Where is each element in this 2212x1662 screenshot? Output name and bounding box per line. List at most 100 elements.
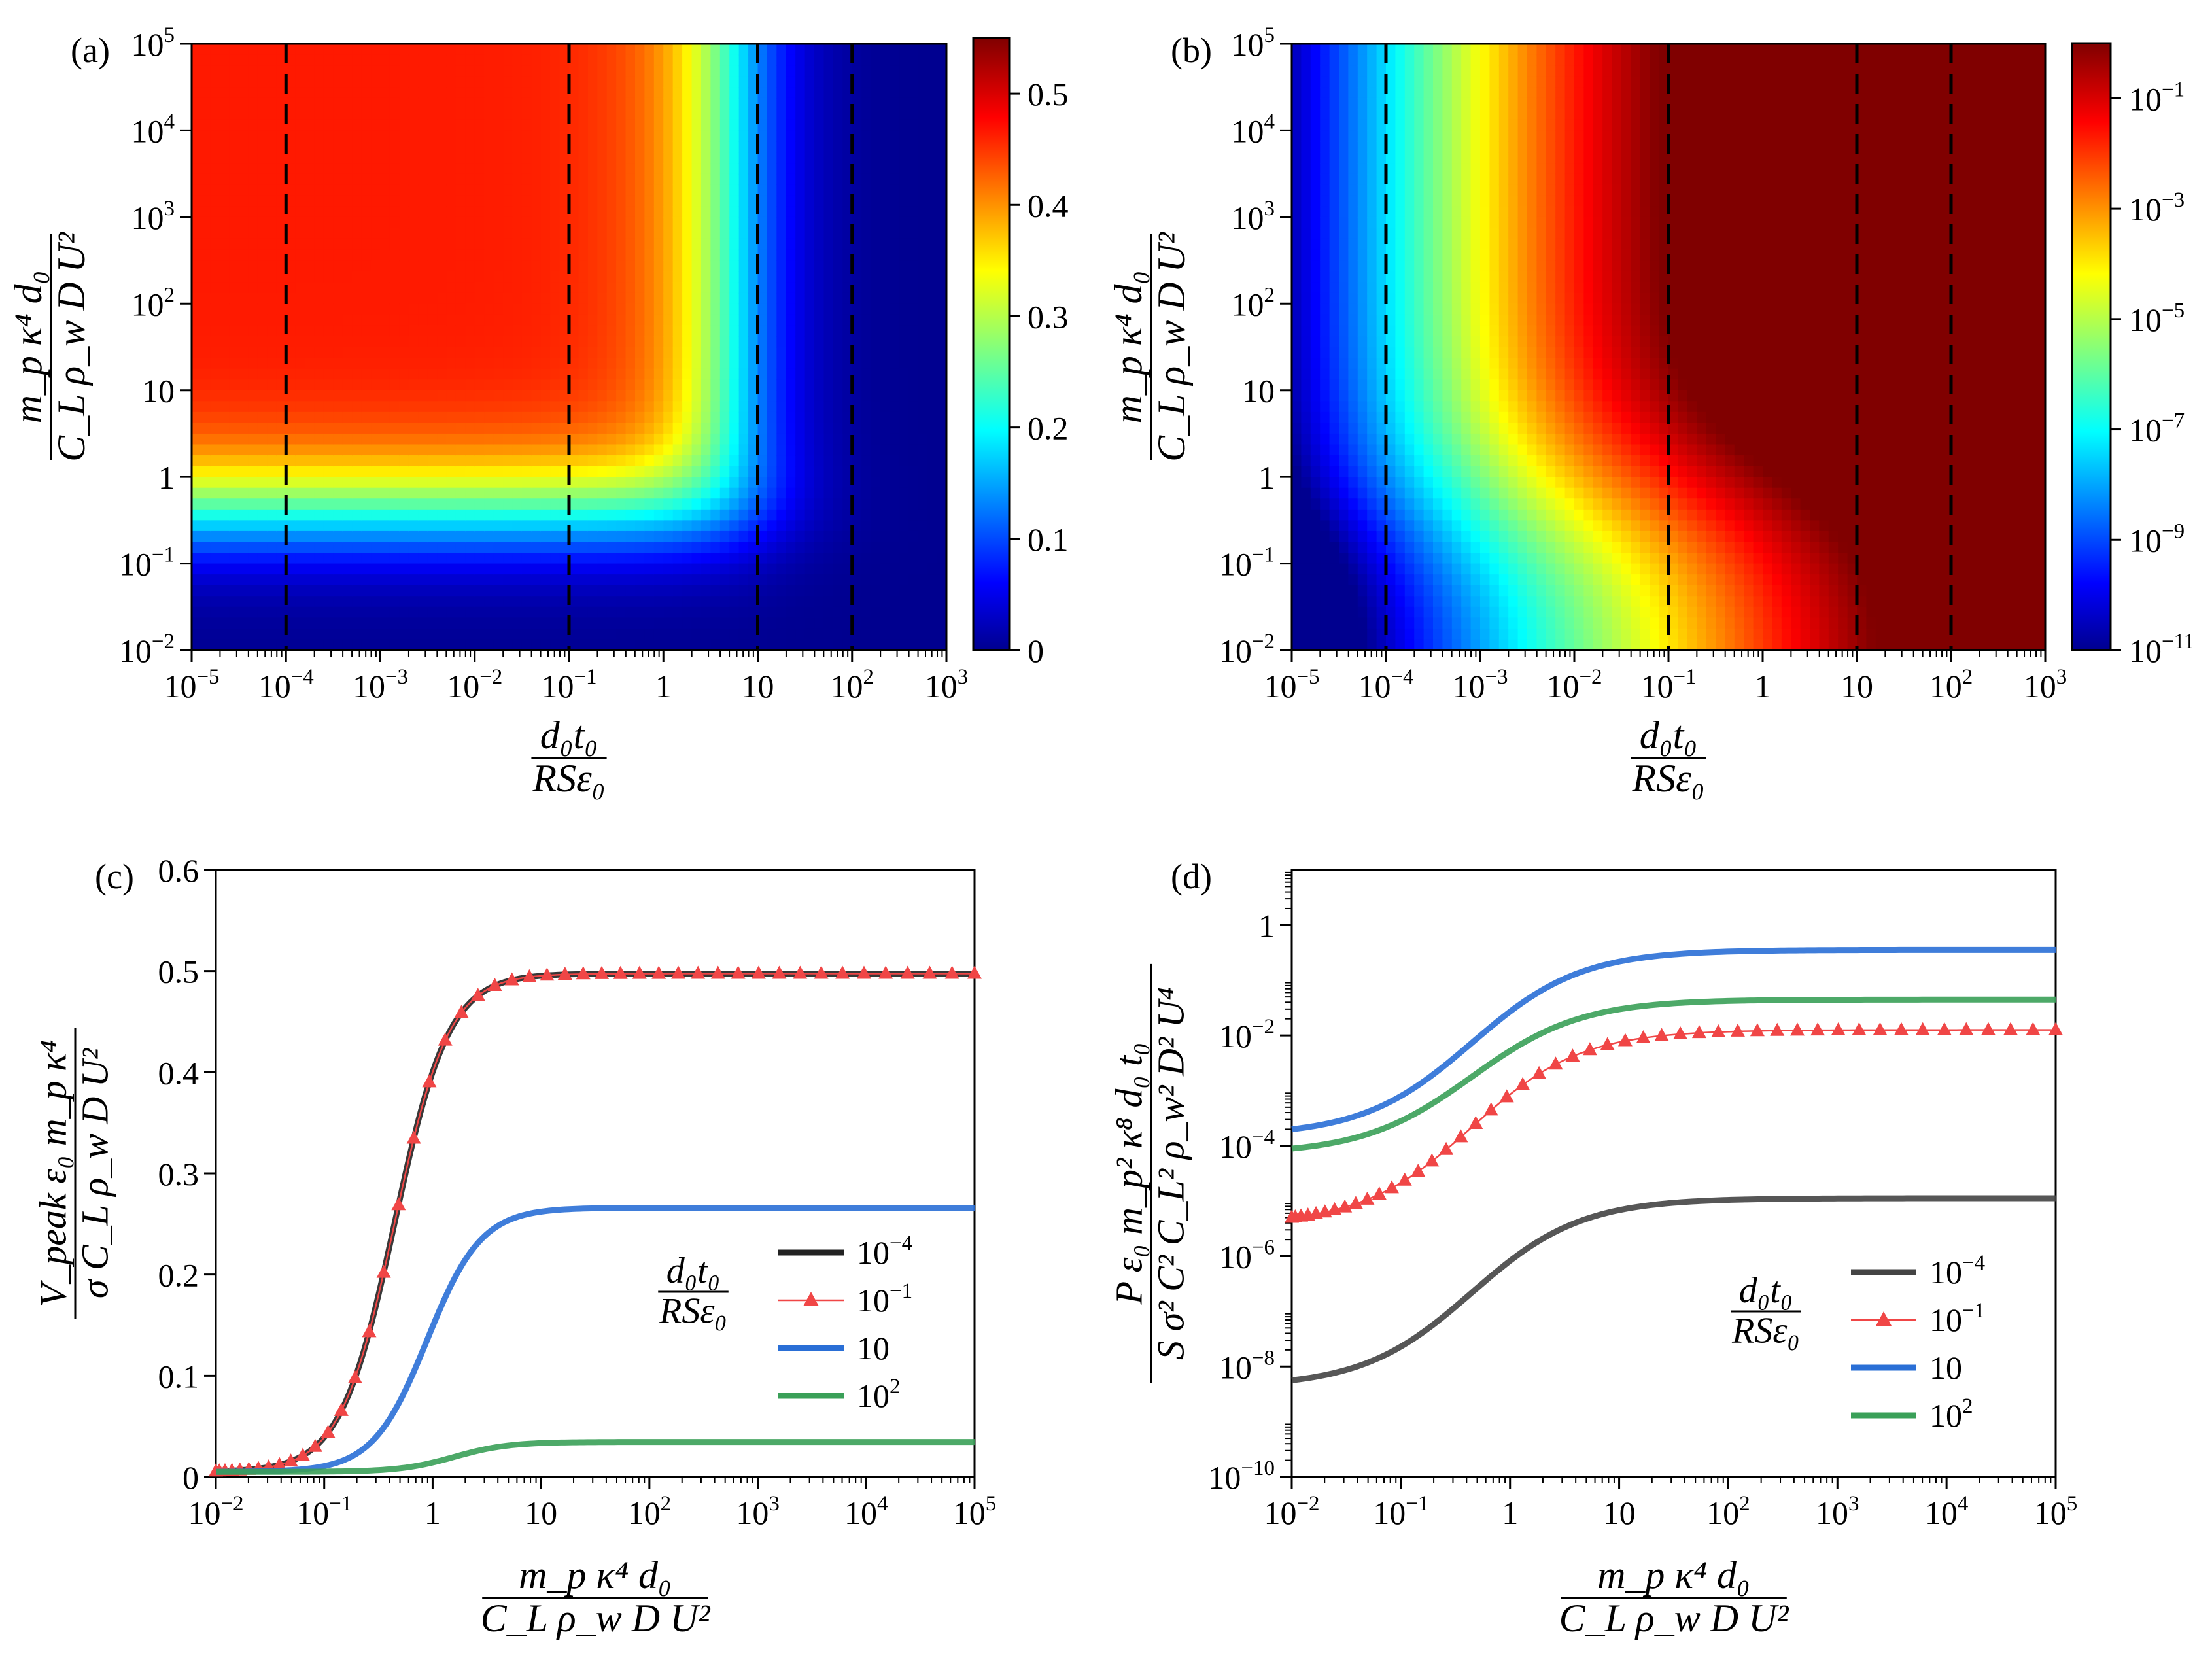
heatmap-cell [653, 498, 665, 510]
heatmap-cell [352, 606, 362, 619]
heatmap-cell [286, 617, 296, 629]
heatmap-cell [437, 411, 447, 424]
heatmap-cell [644, 390, 655, 402]
heatmap-cell [1339, 617, 1349, 629]
heatmap-cell [455, 498, 466, 510]
heatmap-cell [408, 433, 419, 445]
heatmap-cell [738, 444, 750, 457]
heatmap-cell [399, 423, 409, 434]
heatmap-cell [899, 44, 910, 56]
heatmap-cell [1301, 498, 1311, 510]
heatmap-cell [220, 238, 230, 251]
heatmap-cell [248, 553, 258, 564]
heatmap-cell [833, 216, 844, 229]
heatmap-cell [408, 628, 419, 640]
heatmap-cell [795, 455, 806, 467]
heatmap-cell [663, 206, 674, 218]
heatmap-cell [1339, 585, 1349, 597]
heatmap-cell [899, 574, 910, 586]
heatmap-cell [899, 596, 910, 608]
heatmap-cell [1339, 249, 1349, 262]
heatmap-cell [267, 195, 277, 207]
heatmap-cell [634, 553, 646, 564]
heatmap-cell [871, 520, 882, 532]
heatmap-cell [710, 260, 721, 272]
heatmap-cell [937, 130, 947, 142]
heatmap-cell [408, 390, 419, 402]
heatmap-cell [418, 563, 428, 576]
heatmap-cell [1320, 76, 1330, 88]
heatmap-cell [333, 44, 343, 56]
heatmap-cell [625, 292, 636, 305]
heatmap-cell [1320, 358, 1330, 370]
heatmap-cell [700, 173, 712, 186]
heatmap-cell [691, 216, 702, 229]
heatmap-cell [823, 195, 834, 207]
heatmap-cell [700, 44, 712, 56]
heatmap-cell [267, 44, 277, 56]
heatmap-cell [672, 54, 683, 67]
heatmap-cell [578, 65, 589, 77]
heatmap-cell [418, 498, 428, 510]
heatmap-cell [700, 606, 712, 619]
heatmap-cell [578, 455, 589, 467]
heatmap-cell [625, 553, 636, 564]
heatmap-cell [408, 325, 419, 337]
heatmap-cell [578, 173, 589, 186]
heatmap-cell [814, 390, 825, 402]
heatmap-cell [305, 498, 315, 510]
heatmap-cell [484, 628, 494, 640]
heatmap-cell [833, 390, 844, 402]
heatmap-cell [474, 216, 485, 229]
heatmap-cell [672, 173, 683, 186]
heatmap-cell [210, 238, 221, 251]
heatmap-cell [587, 141, 598, 153]
heatmap-cell [427, 455, 438, 467]
heatmap-cell [890, 520, 900, 532]
heatmap-cell [682, 401, 693, 413]
heatmap-cell [937, 477, 947, 489]
heatmap-cell [823, 596, 834, 608]
heatmap-cell [210, 119, 221, 131]
heatmap-cell [276, 173, 287, 186]
heatmap-cell [908, 173, 919, 186]
heatmap-cell [842, 574, 853, 586]
heatmap-cell [512, 411, 523, 424]
heatmap-cell [1320, 87, 1330, 99]
heatmap-cell [408, 542, 419, 554]
heatmap-cell [521, 368, 532, 381]
heatmap-cell [201, 596, 211, 608]
heatmap-cell [408, 119, 419, 131]
heatmap-cell [286, 76, 296, 88]
heatmap-cell [484, 509, 494, 521]
heatmap-cell [342, 325, 353, 337]
heatmap-cell [201, 542, 211, 554]
heatmap-cell [682, 130, 693, 142]
heatmap-cell [625, 97, 636, 110]
heatmap-cell [333, 455, 343, 467]
heatmap-cell [823, 401, 834, 413]
heatmap-cell [719, 585, 731, 597]
heatmap-cell [399, 596, 409, 608]
heatmap-cell [352, 585, 362, 597]
heatmap-cell [342, 411, 353, 424]
heatmap-cell [597, 466, 608, 478]
heatmap-cell [710, 87, 721, 99]
heatmap-cell [399, 130, 409, 142]
heatmap-cell [418, 401, 428, 413]
heatmap-cell [267, 216, 277, 229]
heatmap-cell [804, 238, 816, 251]
heatmap-cell [446, 163, 457, 175]
heatmap-cell [899, 87, 910, 99]
heatmap-cell [314, 390, 324, 402]
heatmap-cell [276, 141, 287, 153]
heatmap-cell [833, 152, 844, 164]
heatmap-cell [908, 509, 919, 521]
heatmap-cell [804, 184, 816, 196]
heatmap-cell [323, 216, 334, 229]
heatmap-cell [323, 542, 334, 554]
heatmap-cell [550, 347, 561, 359]
heatmap-cell [427, 368, 438, 381]
heatmap-cell [352, 401, 362, 413]
heatmap-cell [1329, 65, 1339, 77]
